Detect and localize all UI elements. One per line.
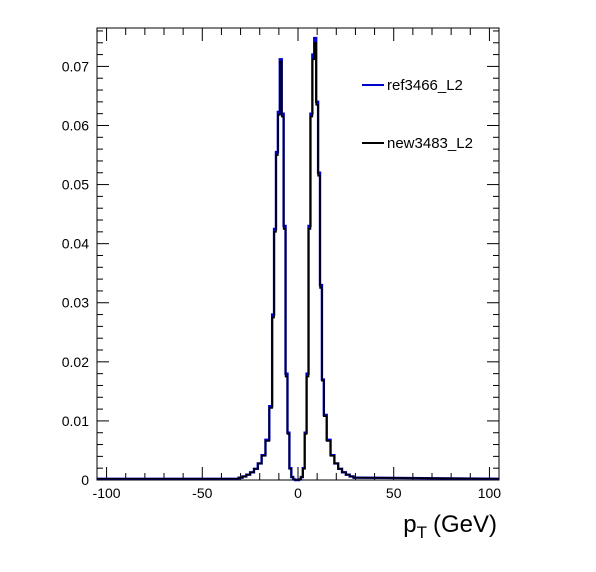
y-tick-label: 0.07 (62, 58, 89, 74)
series-layer (97, 36, 500, 482)
legend: ref3466_L2 new3483_L2 (362, 77, 473, 152)
x-axis-title: pT (GeV) (403, 511, 497, 542)
y-axis: 0 0.01 0.02 0.03 0.04 0.05 0.06 0.07 (62, 30, 499, 488)
y-tick-label: 0 (81, 472, 89, 488)
x-axis-title-main: p (403, 511, 416, 538)
y-tick-label: 0.01 (62, 413, 89, 429)
y-tick-label: 0.03 (62, 295, 89, 311)
legend-label: ref3466_L2 (387, 77, 463, 94)
plot-border (96, 27, 500, 481)
y-tick-label: 0.02 (62, 354, 89, 370)
x-tick-label: 50 (386, 485, 402, 501)
legend-label: new3483_L2 (387, 135, 473, 152)
y-tick-label: 0.06 (62, 117, 89, 133)
x-tick-label: -100 (93, 485, 121, 501)
x-axis-title-subscript: T (417, 523, 427, 542)
x-axis-title-unit: (GeV) (433, 511, 497, 538)
y-tick-label: 0.05 (62, 177, 89, 193)
x-tick-label: 0 (294, 485, 302, 501)
plot-frame (96, 27, 500, 481)
series-line-new3483_L2 (97, 41, 500, 481)
x-tick-label: 100 (478, 485, 502, 501)
y-tick-label: 0.04 (62, 236, 89, 252)
series-line-ref3466_L2 (97, 36, 500, 482)
x-axis: -100 -50 0 50 100 (93, 28, 502, 501)
x-tick-label: -50 (192, 485, 212, 501)
